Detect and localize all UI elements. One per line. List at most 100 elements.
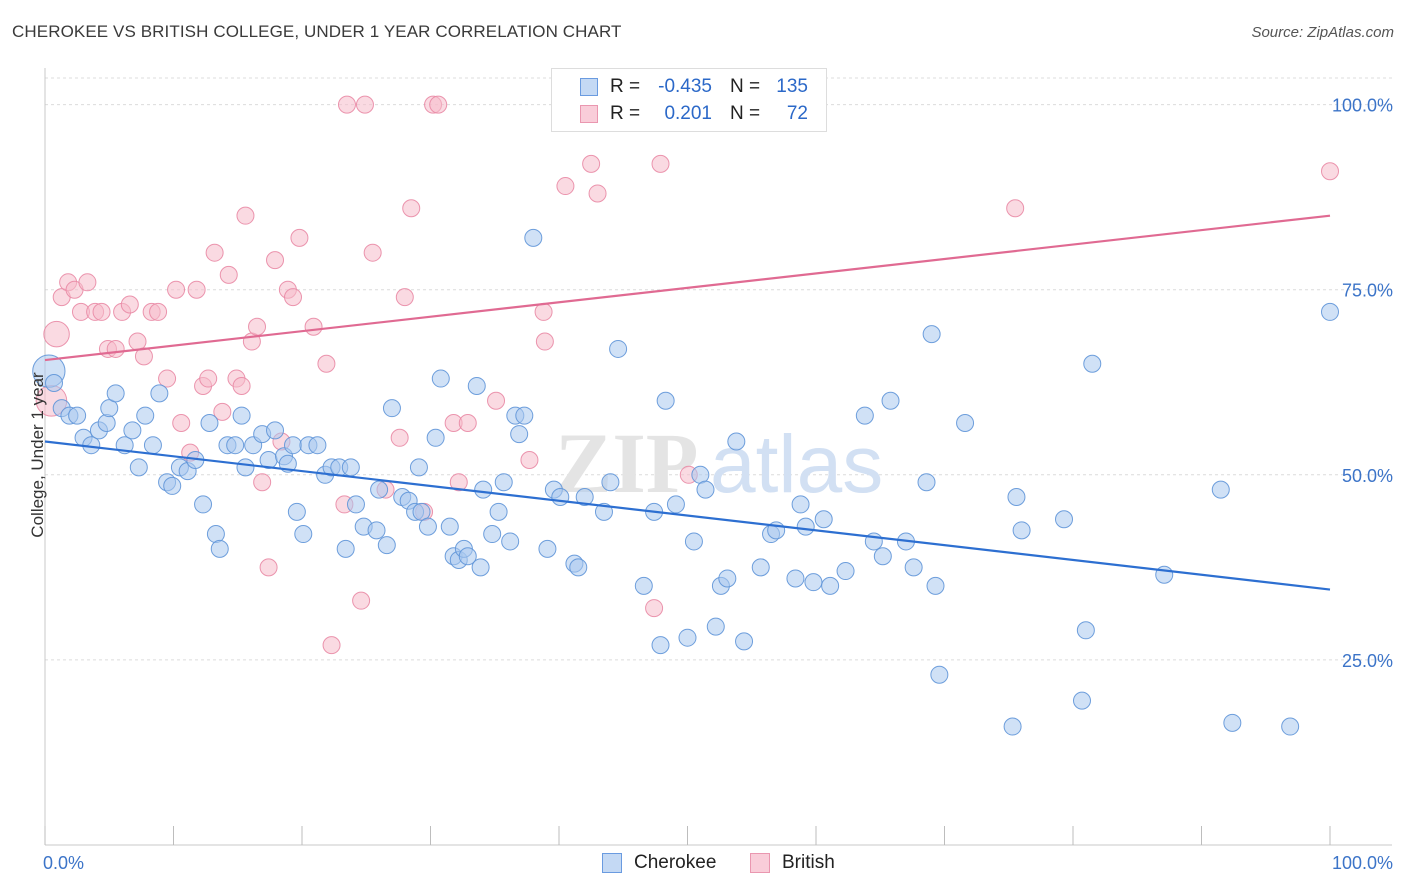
british-point bbox=[352, 591, 371, 610]
cherokee-point bbox=[106, 384, 125, 403]
cherokee-point bbox=[129, 458, 148, 477]
british-point bbox=[487, 391, 506, 410]
cherokee-point bbox=[696, 480, 715, 499]
series-legend-british[interactable]: British bbox=[750, 852, 835, 874]
british-point bbox=[402, 199, 421, 218]
series-legend-swatch-cherokee bbox=[602, 853, 622, 873]
british-point bbox=[556, 177, 575, 196]
series-legend-cherokee[interactable]: Cherokee bbox=[602, 852, 716, 874]
legend-n-value-british: 72 bbox=[786, 103, 808, 124]
british-point bbox=[78, 273, 97, 292]
cherokee-point bbox=[431, 369, 450, 388]
cherokee-point bbox=[922, 325, 941, 344]
cherokee-point bbox=[346, 495, 365, 514]
cherokee-point bbox=[483, 525, 502, 544]
cherokee-point bbox=[377, 536, 396, 555]
cherokee-point bbox=[494, 473, 513, 492]
cherokee-point bbox=[796, 517, 815, 536]
cherokee-point bbox=[68, 406, 87, 425]
british-point bbox=[92, 302, 111, 321]
legend-n-label: N = bbox=[730, 76, 761, 97]
cherokee-point bbox=[634, 576, 653, 595]
cherokee-point bbox=[575, 488, 594, 507]
british-trend-line bbox=[44, 214, 1331, 362]
british-point bbox=[106, 339, 125, 358]
british-point bbox=[205, 243, 224, 262]
cherokee-point bbox=[471, 558, 490, 577]
source-label: Source: ZipAtlas.com bbox=[1251, 24, 1394, 41]
legend-row-british: R = 0.201 N = 72 bbox=[580, 102, 808, 126]
british-point bbox=[535, 332, 554, 351]
british-point bbox=[645, 599, 664, 618]
cherokee-point bbox=[143, 436, 162, 455]
legend-swatch-cherokee bbox=[580, 78, 598, 96]
cherokee-point bbox=[136, 406, 155, 425]
cherokee-point bbox=[123, 421, 142, 440]
cherokee-point bbox=[855, 406, 874, 425]
cherokee-point bbox=[367, 521, 386, 540]
cherokee-point bbox=[956, 413, 975, 432]
y-tick-label: 25.0% bbox=[1342, 651, 1393, 671]
british-point bbox=[167, 280, 186, 299]
series-legend-label-british: British bbox=[782, 852, 835, 873]
cherokee-point bbox=[609, 339, 628, 358]
cherokee-point bbox=[666, 495, 685, 514]
british-point bbox=[232, 376, 251, 395]
legend-r-label: R = bbox=[610, 76, 641, 97]
cherokee-point bbox=[501, 532, 520, 551]
correlation-legend: R = -0.435 N = 135 R = 0.201 N = 72 bbox=[551, 68, 827, 132]
cherokee-point bbox=[489, 502, 508, 521]
y-tick-label: 75.0% bbox=[1342, 281, 1393, 301]
cherokee-point bbox=[569, 558, 588, 577]
legend-r-value-cherokee: -0.435 bbox=[658, 76, 712, 97]
cherokee-point bbox=[1055, 510, 1074, 529]
cherokee-point bbox=[926, 576, 945, 595]
cherokee-point bbox=[412, 502, 431, 521]
british-point bbox=[449, 473, 468, 492]
british-point bbox=[1321, 162, 1339, 181]
cherokee-point bbox=[1012, 521, 1031, 540]
y-tick-label: 50.0% bbox=[1342, 466, 1393, 486]
cherokee-point bbox=[751, 558, 770, 577]
cherokee-point bbox=[232, 406, 251, 425]
cherokee-point bbox=[44, 374, 63, 392]
cherokee-point bbox=[97, 413, 116, 432]
cherokee-point bbox=[284, 436, 303, 455]
cherokee-point bbox=[881, 391, 900, 410]
cherokee-point bbox=[287, 502, 306, 521]
british-series bbox=[35, 95, 1339, 655]
british-point bbox=[458, 413, 477, 432]
series-legend: Cherokee British bbox=[0, 852, 1406, 878]
cherokee-point bbox=[1076, 621, 1095, 640]
british-point bbox=[266, 251, 285, 270]
tick-labels: 25.0% 50.0% 75.0% 100.0% 0.0% 100.0% bbox=[43, 96, 1393, 873]
trend-lines bbox=[44, 214, 1331, 591]
british-point bbox=[43, 320, 70, 348]
series-legend-label-cherokee: Cherokee bbox=[634, 852, 717, 873]
cherokee-point bbox=[538, 539, 557, 558]
cherokee-point bbox=[382, 399, 401, 418]
watermark: ZIP atlas bbox=[555, 415, 883, 511]
cherokee-point bbox=[236, 458, 255, 477]
cherokee-point bbox=[418, 517, 437, 536]
legend-n-value-cherokee: 135 bbox=[776, 76, 808, 97]
x-tick-label-max: 100.0% bbox=[1332, 853, 1393, 873]
cherokee-point bbox=[1072, 691, 1091, 710]
british-point bbox=[253, 473, 272, 492]
cherokee-point bbox=[1083, 354, 1102, 373]
legend-swatch-british bbox=[580, 105, 598, 123]
british-point bbox=[259, 558, 278, 577]
cherokee-point bbox=[786, 569, 805, 588]
cherokee-point bbox=[656, 391, 675, 410]
axes bbox=[44, 68, 1392, 846]
british-point bbox=[236, 206, 255, 225]
cherokee-point bbox=[678, 628, 697, 647]
cherokee-point bbox=[804, 573, 823, 592]
cherokee-point bbox=[308, 436, 327, 455]
british-point bbox=[172, 413, 191, 432]
british-point bbox=[534, 302, 553, 321]
british-point bbox=[395, 288, 414, 307]
legend-r-label: R = bbox=[610, 103, 641, 124]
cherokee-point bbox=[706, 617, 725, 636]
